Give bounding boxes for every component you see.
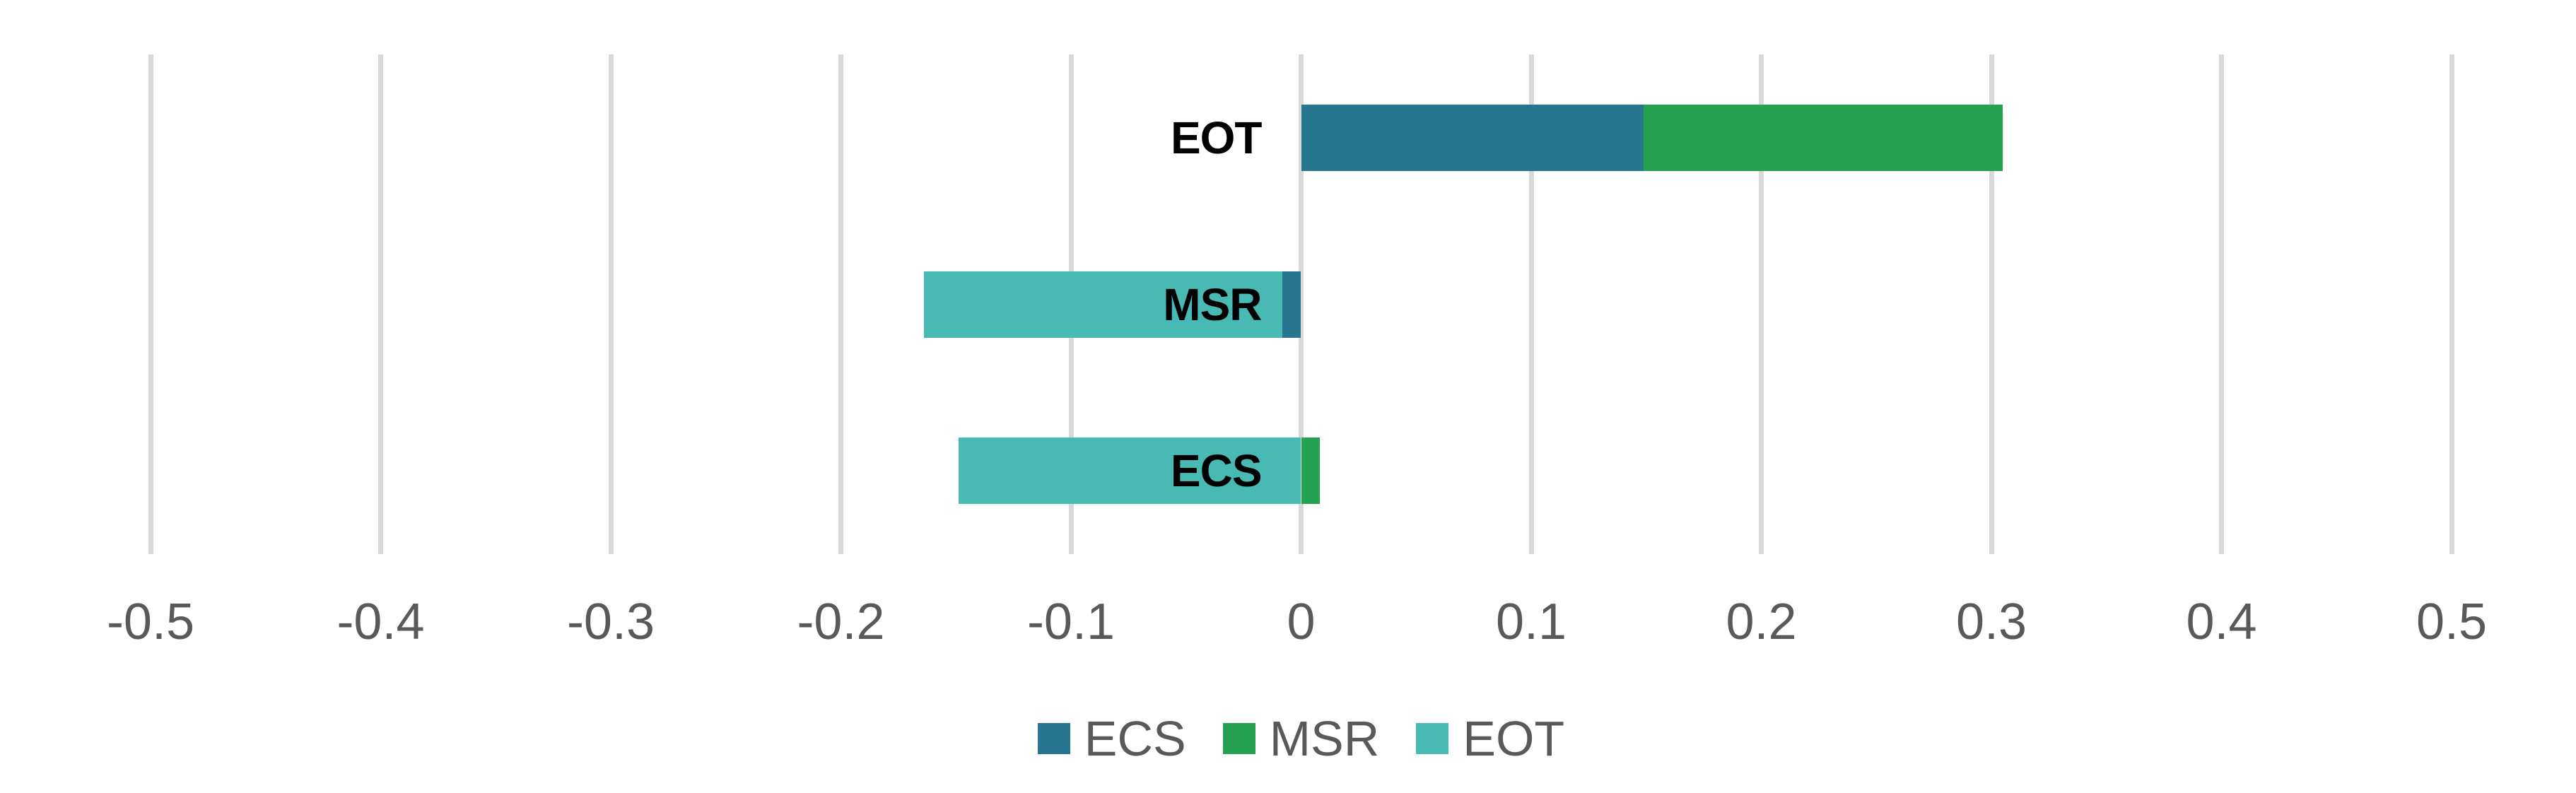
bar-segment-msr-eot: [923, 271, 1283, 338]
category-label-eot: EOT: [1170, 112, 1263, 163]
x-tick-label: 0.1: [1495, 594, 1567, 650]
legend-swatch-eot: [1416, 723, 1449, 754]
x-tick-label: -0.5: [106, 594, 195, 650]
legend-item-eot: EOT: [1416, 710, 1564, 767]
x-tick-label: 0.3: [1955, 594, 2027, 650]
legend-swatch-msr: [1222, 723, 1255, 754]
x-tick-label: -0.4: [336, 594, 425, 650]
x-tick-label: -0.1: [1026, 594, 1116, 650]
x-tick-label: 0.2: [1726, 594, 1797, 650]
gridline: [378, 54, 383, 554]
gridline: [1299, 54, 1304, 554]
bar-segment-eot-msr: [1644, 104, 2003, 171]
bar-segment-ecs-msr: [1301, 437, 1320, 505]
gridline: [2219, 54, 2224, 554]
legend-swatch-ecs: [1037, 723, 1070, 754]
gridline: [2449, 54, 2454, 554]
x-tick-label: 0.4: [2186, 594, 2257, 650]
x-tick-label: -0.3: [566, 594, 655, 650]
x-tick-label: 0: [1287, 594, 1316, 650]
gridline: [838, 54, 843, 554]
gridline: [148, 54, 153, 554]
x-tick-label: 0.5: [2416, 594, 2488, 650]
bar-segment-msr-ecs: [1282, 271, 1301, 338]
bar-segment-eot-ecs: [1301, 104, 1644, 171]
bar-segment-ecs-eot: [958, 437, 1301, 505]
legend-label-ecs: ECS: [1084, 711, 1186, 766]
gridline: [1989, 54, 1994, 554]
legend-label-eot: EOT: [1463, 711, 1565, 766]
x-tick-label: -0.2: [797, 594, 885, 650]
legend-label-msr: MSR: [1269, 711, 1380, 766]
gridline: [1759, 54, 1764, 554]
legend: ECS MSR EOT: [151, 710, 2452, 767]
gridline: [608, 54, 614, 554]
category-label-msr: MSR: [1163, 278, 1262, 330]
gridline: [1528, 54, 1534, 554]
legend-item-ecs: ECS: [1037, 710, 1186, 767]
category-label-ecs: ECS: [1170, 445, 1263, 497]
legend-item-msr: MSR: [1222, 710, 1380, 767]
